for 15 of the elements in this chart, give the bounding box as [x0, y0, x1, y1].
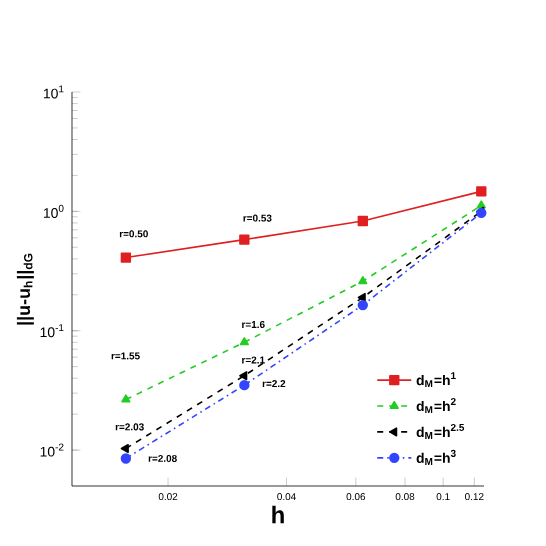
- point: [357, 215, 368, 227]
- point: [476, 200, 486, 209]
- point: [120, 453, 132, 464]
- point: [120, 443, 129, 454]
- y-axis-title: ||u-u$_{h}$||$_{dG}$: [16, 253, 34, 325]
- point: [358, 276, 368, 285]
- x-axis-title: h: [272, 505, 284, 524]
- point: [357, 299, 368, 311]
- point: [239, 379, 250, 391]
- point: [476, 186, 487, 197]
- point: [121, 394, 131, 403]
- point: [120, 252, 132, 263]
- point: [239, 371, 248, 381]
- point: [239, 337, 249, 346]
- point: [239, 234, 250, 245]
